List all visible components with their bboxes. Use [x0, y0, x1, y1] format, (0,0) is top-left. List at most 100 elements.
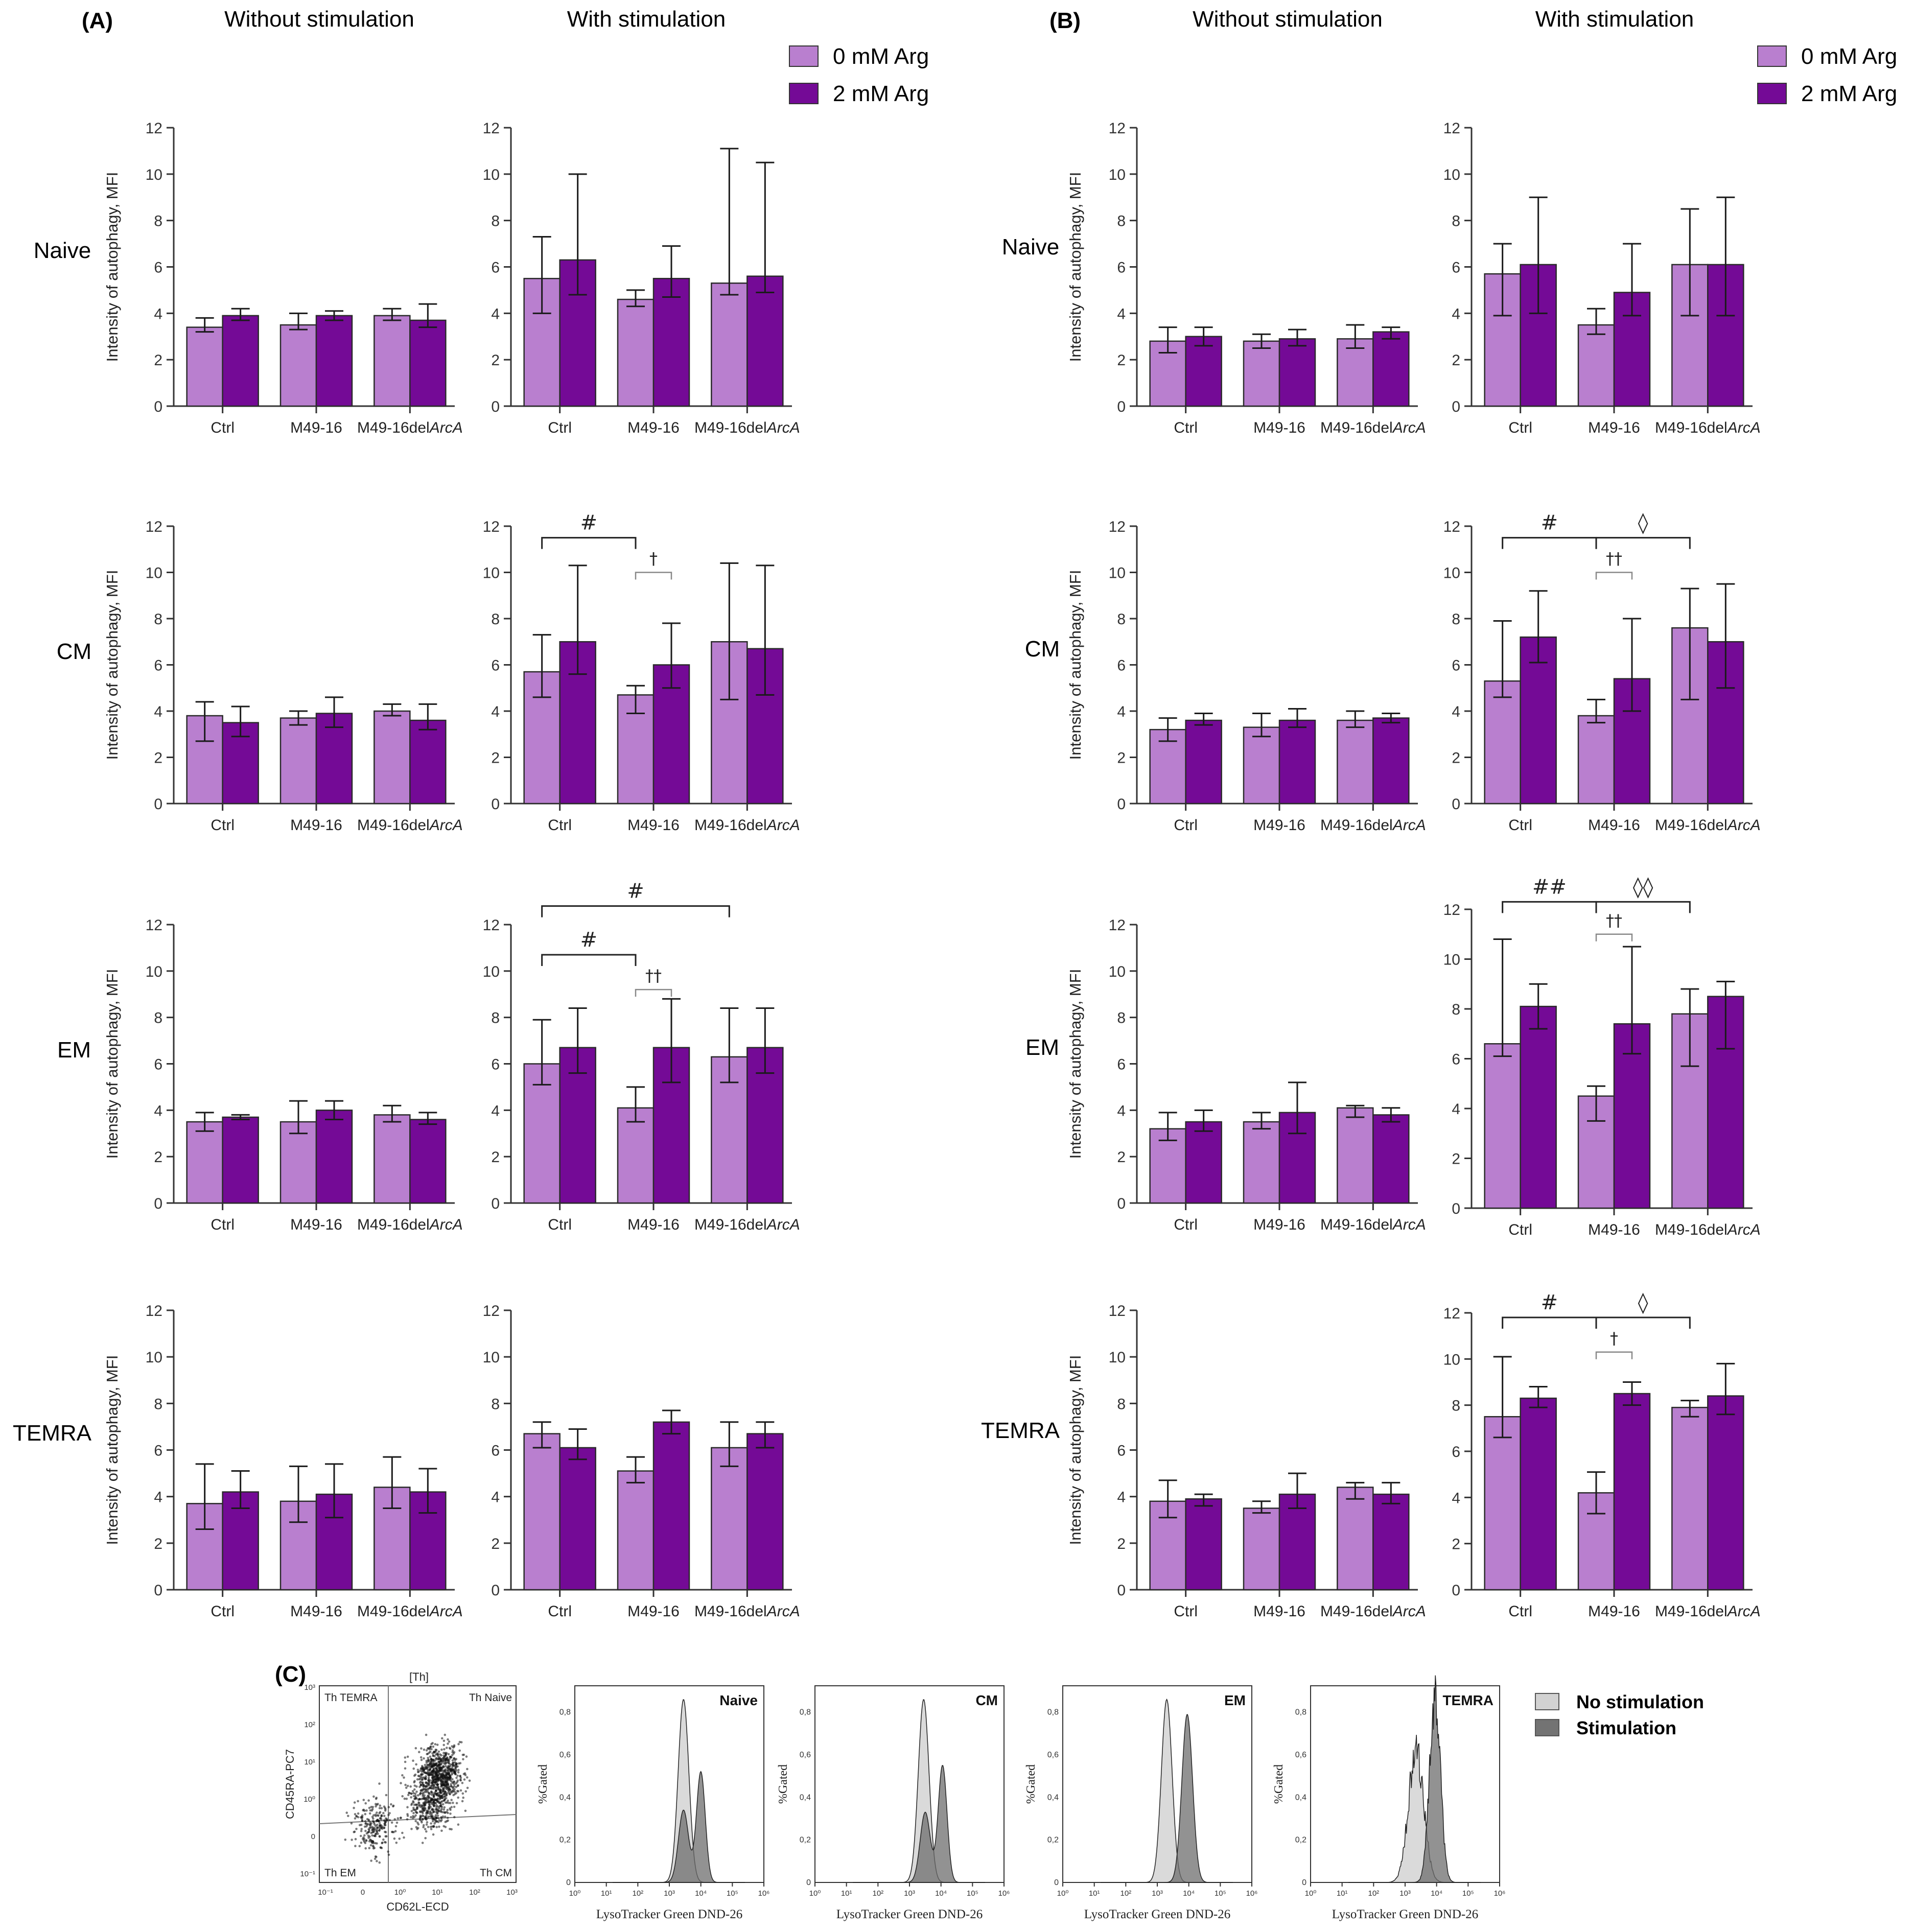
y-tick-label: 2: [1452, 750, 1460, 767]
x-tick-label: M49-16: [627, 1603, 680, 1620]
hist-y-tick-label: 0,2: [1047, 1836, 1059, 1845]
scatter-point: [406, 1806, 409, 1808]
y-tick-label: 12: [1443, 1305, 1460, 1322]
scatter-point: [439, 1779, 442, 1781]
scatter-point: [457, 1742, 460, 1746]
hist-y-tick-label: 0,8: [1047, 1708, 1059, 1717]
bar: [315, 315, 353, 407]
chart-B-em-nostim: 0 2 4 6 8 10 12 Intensity of autophagy, MFI Ctrl…: [1066, 917, 1426, 1233]
scatter-point: [430, 1794, 433, 1796]
scatter-point: [415, 1807, 418, 1810]
scatter-point: [426, 1753, 428, 1755]
scatter-point: [376, 1827, 379, 1830]
scatter-point: [376, 1859, 378, 1863]
scatter-point: [433, 1764, 436, 1767]
scatter-point: [364, 1820, 367, 1823]
chart-A-cm-stim: 0 2 4 6 8 10 12 Ctrl M49-16 M49-16delArcA # †: [483, 511, 800, 834]
charts-layer: 0 2 4 6 8 10 12 Intensity of autophagy, MFI Ctrl…: [103, 120, 1761, 1921]
legend-c: No stimulation Stimulation: [1535, 1691, 1704, 1738]
scatter-point: [394, 1825, 398, 1828]
scatter-point: [431, 1774, 434, 1777]
bar: [1337, 1107, 1374, 1204]
scatter-point: [461, 1800, 464, 1803]
chart-B-cm-stim: 0 2 4 6 8 10 12 Ctrl M49-16 M49-16delArcA # ◊ ††: [1443, 511, 1761, 834]
scatter-point: [444, 1769, 447, 1772]
scatter-point: [371, 1826, 374, 1828]
scatter-point: [460, 1741, 463, 1743]
scatter-point: [461, 1754, 464, 1756]
significance-symbol: ##: [1532, 875, 1567, 899]
scatter-point: [418, 1778, 421, 1781]
y-tick-label: 0: [154, 796, 162, 813]
y-tick-label: 2: [1117, 1536, 1126, 1552]
scatter-point: [406, 1818, 409, 1821]
scatter-point: [431, 1820, 434, 1823]
scatter-point: [451, 1749, 454, 1752]
scatter-point: [455, 1770, 458, 1772]
bar: [617, 1470, 655, 1591]
scatter-point: [445, 1787, 448, 1790]
scatter-point: [405, 1798, 408, 1800]
hist-y-tick-label: 0,6: [1295, 1751, 1306, 1759]
scatter-point: [463, 1778, 466, 1781]
y-tick-label: 8: [1117, 213, 1126, 230]
y-tick-label: 8: [1452, 1001, 1460, 1018]
bar: [409, 719, 447, 805]
scatter-point: [425, 1772, 428, 1775]
scatter-point: [441, 1737, 444, 1740]
scatter-point: [432, 1833, 435, 1836]
hist-x-title: LysoTracker Green DND-26: [836, 1907, 983, 1921]
scatter-point: [428, 1781, 431, 1784]
scatter-point: [354, 1813, 357, 1816]
row-label-a-em: EM: [57, 1038, 91, 1063]
y-tick-label: 0: [154, 1582, 162, 1599]
significance-bracket: [635, 572, 672, 580]
chart-B-temra-nostim: 0 2 4 6 8 10 12 Intensity of autophagy, MFI Ctrl…: [1066, 1303, 1426, 1620]
bar: [1484, 1043, 1521, 1209]
scatter-point: [444, 1816, 447, 1818]
scatter-point: [381, 1841, 384, 1844]
row-label-a-naive: Naive: [34, 238, 91, 263]
scatter-point: [365, 1809, 368, 1812]
x-tick-label: M49-16: [290, 419, 342, 436]
scatter-point: [388, 1812, 391, 1815]
scatter-point: [435, 1768, 437, 1771]
scatter-point: [427, 1759, 429, 1761]
scatter-point: [365, 1832, 368, 1835]
scatter-point: [392, 1804, 395, 1807]
scatter-point: [406, 1755, 409, 1758]
scatter-point: [432, 1761, 435, 1763]
y-tick-label: 12: [146, 120, 162, 137]
x-tick-label: M49-16delArcA: [1655, 817, 1761, 834]
scatter-point: [430, 1758, 433, 1760]
scatter-point: [403, 1797, 406, 1800]
bar: [1520, 1005, 1557, 1209]
legend-a-label-0: 0 mM Arg: [833, 44, 929, 69]
scatter-point: [440, 1819, 443, 1821]
y-axis-title: Intensity of autophagy, MFI: [1066, 969, 1084, 1159]
hist-y-tick-label: 0,2: [1295, 1836, 1306, 1845]
gate-label: Th Naive: [469, 1692, 512, 1704]
scatter-point: [413, 1788, 416, 1791]
chart-C-scatter: [Th] Th TEMRA Th Naive Th EM Th CM CD62L-ECD C…: [284, 1670, 518, 1913]
scatter-point: [369, 1821, 371, 1824]
scatter-point: [365, 1825, 368, 1828]
gate-line: [319, 1814, 517, 1824]
scatter-point: [438, 1767, 441, 1770]
bar: [1278, 338, 1316, 407]
scatter-point: [434, 1821, 437, 1823]
y-tick-label: 10: [146, 167, 162, 183]
y-tick-label: 2: [491, 352, 500, 369]
scatter-point: [353, 1806, 355, 1809]
scatter-point: [421, 1842, 424, 1844]
scatter-point: [373, 1823, 376, 1826]
legend-b: 0 mM Arg 2 mM Arg: [1757, 44, 1897, 106]
scatter-point: [367, 1819, 370, 1821]
y-tick-label: 8: [1117, 611, 1126, 628]
bar: [1243, 726, 1280, 805]
scatter-point: [451, 1759, 454, 1762]
scatter-point: [420, 1758, 423, 1761]
scatter-point: [426, 1788, 429, 1790]
scatter-point: [424, 1837, 427, 1840]
scatter-point: [458, 1749, 461, 1752]
